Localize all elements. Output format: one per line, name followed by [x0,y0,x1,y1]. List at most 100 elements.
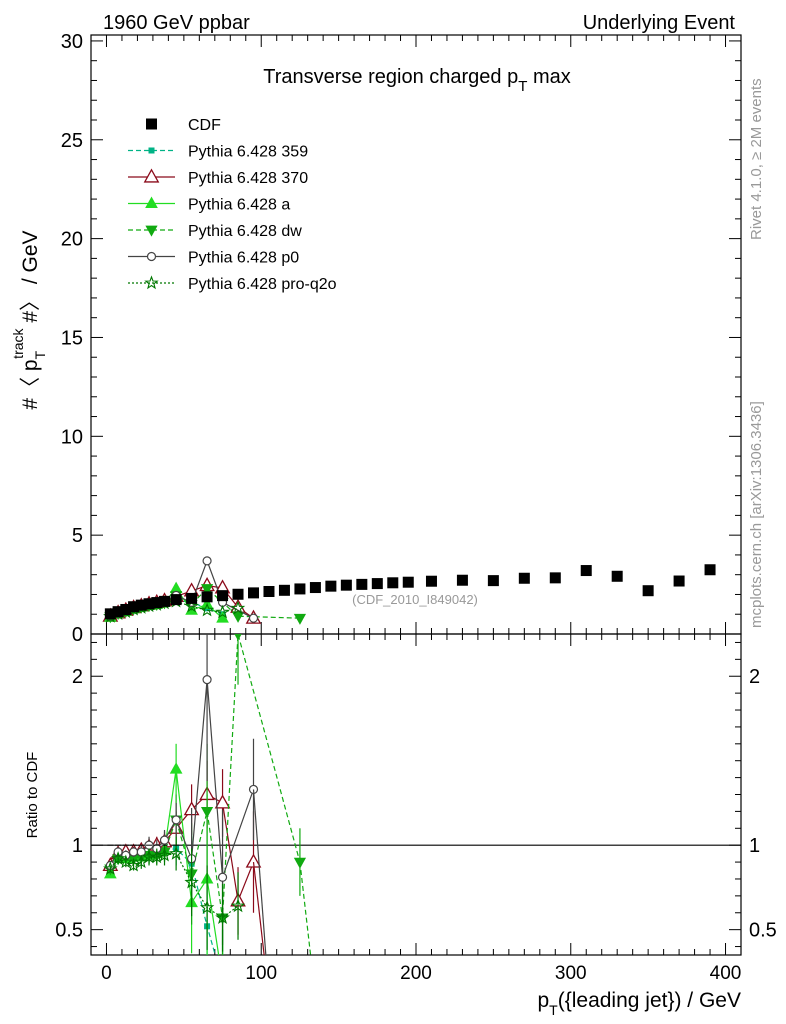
legend-entry: Pythia 6.428 359 [128,144,308,161]
header-left: 1960 GeV ppbar [103,12,250,34]
legend-label: CDF [188,117,221,134]
y-tick-label: 10 [61,426,83,448]
series-point-ratio-proq2o [103,861,118,875]
series-point-ratio-proq2o [168,846,184,860]
svg-text:Ratio to CDF: Ratio to CDF [24,752,41,839]
cdf-data-point [356,578,368,590]
series-drop-dw [299,862,312,955]
cdf-data-point [340,579,352,591]
legend-label: Pythia 6.428 pro-q2o [188,276,337,293]
series-point-ratio-proq2o [126,857,141,872]
y-tick-label: 20 [61,229,83,251]
cdf-data-point [278,584,290,596]
cdf-data-point [135,599,147,611]
legend-entry: Pythia 6.428 a [128,197,290,214]
svg-text:mcplots.cern.ch [arXiv:1306.34: mcplots.cern.ch [arXiv:1306.3436] [748,401,765,628]
series-point-main-proq2o [230,600,246,615]
cdf-data-point [549,572,561,584]
y-tick-label: 25 [61,130,83,152]
cdf-data-point [248,587,259,599]
header-right: Underlying Event [583,12,736,34]
cdf-data-point [487,575,499,587]
legend-entry: Pythia 6.428 pro-q2o [128,275,337,293]
series-point-ratio-p0 [217,872,228,882]
mcplots-label: mcplots.cern.ch [arXiv:1306.3436] [748,401,765,628]
ratio-y-tick-label-right: 2 [749,666,760,688]
legend-label: Pythia 6.428 370 [188,170,308,187]
x-tick-label: 100 [245,963,277,984]
cdf-data-point [325,580,337,592]
cdf-data-point [120,603,132,615]
series-drop-p0 [252,789,267,955]
legend-label: Pythia 6.428 359 [188,144,308,161]
cdf-data-point [309,582,321,594]
cdf-data-point [232,588,244,600]
series-point-ratio-proq2o [184,874,199,889]
series-point-main-p0 [248,613,259,623]
svg-text:Rivet 4.1.0, ≥ 2M events: Rivet 4.1.0, ≥ 2M events [748,78,765,240]
cdf-data-point [201,591,213,603]
series-point-ratio-p0 [159,835,170,845]
cdf-data-point [104,608,116,620]
cdf-data-point [704,564,716,576]
legend-marker-p0 [146,251,157,262]
cdf-data-point [143,598,155,610]
cdf-data-point [186,592,198,604]
ratio-y-tick-label: 2 [72,666,83,688]
cdf-data-point [159,595,171,607]
rivet-version-label: Rivet 4.1.0, ≥ 2M events [748,78,765,240]
cdf-data-point [151,597,163,609]
cdf-data-point [371,578,383,590]
cdf-data-point [425,575,437,587]
cdf-data-point [217,590,229,602]
legend-label: Pythia 6.428 p0 [188,250,299,267]
y-axis-label: #〈 pTtrack #〉 / GeV [10,230,48,409]
series-point-ratio-proq2o [110,851,126,865]
series-point-main-dw [293,613,307,625]
cdf-data-point [673,575,685,587]
x-tick-label: 400 [710,963,742,984]
series-point-ratio-proq2o [230,898,246,913]
cdf-data-point [294,583,306,595]
series-drop-370 [252,862,265,955]
series-point-ratio-370 [214,794,231,809]
ratio-y-axis-label: Ratio to CDF [24,752,41,839]
legend-entry: Pythia 6.428 dw [128,223,302,240]
series-point-ratio-a [169,762,183,774]
y-tick-label: 0 [72,624,83,646]
ratio-y-tick-label-right: 1 [749,835,760,857]
ratio-y-tick-label: 1 [72,835,83,857]
legend-entry: CDF [146,117,221,134]
legend-marker-dw [145,225,158,237]
cdf-data-point [387,577,399,589]
cdf-data-point [128,601,140,613]
analysis-watermark: (CDF_2010_I849042) [352,592,478,607]
cdf-data-point [263,585,275,597]
cdf-data-point [611,570,623,582]
series-point-ratio-dw [234,634,242,641]
series-point-ratio-proq2o [215,910,230,924]
legend-marker-a [145,196,158,209]
series-point-main-proq2o [215,604,230,619]
legend-label: Pythia 6.428 a [188,197,290,214]
series-point-ratio-dw [200,807,214,819]
series-point-ratio-proq2o [199,900,215,914]
series-point-ratio-proq2o [118,854,133,869]
x-tick-label: 300 [555,963,587,984]
legend-marker-370 [143,168,160,183]
series-point-ratio-p0 [171,815,181,825]
x-axis-label: pT({leading jet}) / GeV [537,989,741,1018]
legend-marker-cdf [146,118,157,130]
legend-entry: Pythia 6.428 370 [128,168,308,187]
ratio-y-tick-label-right: 0.5 [749,920,777,942]
cdf-data-point [170,594,182,606]
x-tick-label: 200 [400,963,432,984]
series-point-ratio-p0 [128,847,139,857]
cdf-data-point [456,574,468,586]
chart-title: Transverse region charged pT max [263,66,570,95]
series-point-ratio-p0 [202,675,212,685]
cdf-data-point [518,572,530,584]
cdf-data-point [642,585,654,597]
series-point-main-a [216,611,229,623]
